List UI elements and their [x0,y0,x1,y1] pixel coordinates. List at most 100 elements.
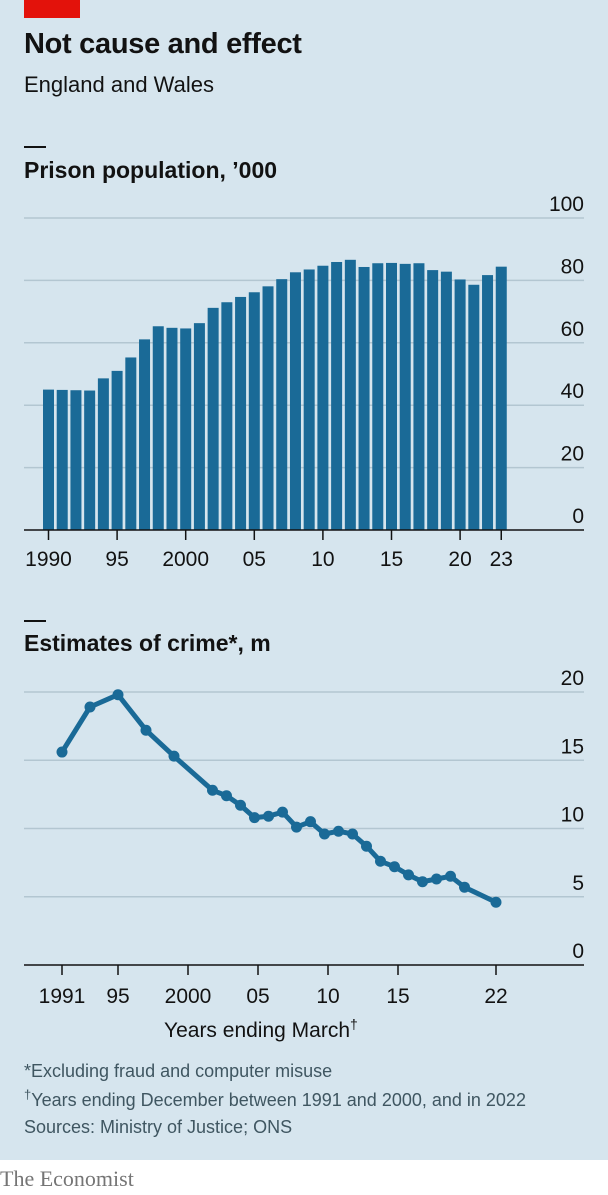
point-2011.75 [347,828,358,840]
bar-1993 [84,390,96,530]
x-tick-label: 95 [106,985,129,1008]
x-tick-label: 10 [311,548,334,571]
bar-1992 [70,390,82,530]
point-1991 [56,746,68,758]
bar-2023 [495,266,507,530]
bar-1996 [125,357,137,530]
point-2022 [490,896,502,908]
bar-2012 [344,259,356,530]
sources-note: Sources: Ministry of Justice; ONS [24,1117,293,1137]
bar-2022 [482,275,494,530]
point-2018.75 [445,870,456,882]
point-2015.75 [403,869,414,881]
y-tick-label: 15 [561,735,584,758]
point-2014.75 [389,861,400,873]
point-2003.75 [235,799,246,811]
bar-1995 [111,370,123,530]
brand-wordmark: The Economist [0,1166,134,1191]
prison-chart-title: Prison population, ’000 [24,157,278,183]
x-tick-label: 23 [490,548,513,571]
bar-2011 [331,261,343,530]
y-tick-label: 10 [561,804,584,827]
bar-2018 [427,270,439,530]
bar-2014 [372,263,384,530]
chart-subtitle: England and Wales [24,72,214,97]
crime-chart-title: Estimates of crime*, m [24,630,271,656]
footnote-years-ending: †Years ending December between 1991 and … [24,1087,526,1111]
bar-2015 [386,262,397,530]
bar-1994 [97,378,109,530]
point-2010.75 [333,825,344,837]
point-2006.75 [277,806,288,818]
point-1997 [140,724,152,736]
bar-2019 [440,271,452,530]
x-tick-label: 2000 [165,985,212,1008]
x-axis-label-text: Years ending March [164,1019,351,1042]
bar-2008 [289,272,301,530]
x-tick-label: 1990 [25,548,72,571]
x-tick-label: 95 [105,548,128,571]
bar-2016 [399,263,411,530]
point-2012.75 [361,840,372,852]
prison-bar-chart: 0 20 40 60 80 100 1990 95 2000 05 10 15 20 23 [24,193,584,571]
point-2016.75 [417,876,428,888]
point-2008.75 [305,816,316,828]
bar-1997 [139,339,151,530]
y-tick-label: 40 [561,380,584,403]
crime-series-line [59,692,499,905]
chart-panel: Not cause and effect England and Wales P… [0,0,608,1160]
point-2009.75 [319,828,330,840]
y-tick-label: 0 [572,940,584,963]
bar-1991 [56,389,68,530]
bar-2005 [248,292,260,530]
point-2007.75 [291,821,302,833]
point-2013.75 [375,855,386,867]
x-tick-label: 15 [380,548,403,571]
bar-2017 [413,263,425,530]
point-2017.75 [431,873,442,885]
x-tick-label: 05 [246,985,269,1008]
x-tick-label: 20 [448,548,471,571]
bar-2003 [221,302,233,530]
point-2004.75 [249,812,260,824]
point-2005.75 [263,810,274,822]
x-axis-label-mark: † [350,1016,358,1032]
bar-2007 [276,279,288,530]
x-tick-label: 15 [386,985,409,1008]
crime-section-rule [24,620,46,622]
bar-2021 [468,284,480,530]
point-1999 [168,750,180,762]
bar-2009 [303,269,315,530]
bar-2013 [358,266,370,530]
x-tick-label: 22 [484,985,507,1008]
bar-2006 [262,286,274,530]
x-tick-label: 2000 [162,548,209,571]
footnote-years-text: Years ending December between 1991 and 2… [31,1090,526,1110]
chart-title: Not cause and effect [24,28,302,60]
footnote-dagger: † [24,1087,32,1102]
y-tick-label: 20 [561,443,584,466]
y-tick-label: 20 [561,667,584,690]
y-tick-label: 80 [561,255,584,278]
y-tick-label: 60 [561,318,584,341]
brand-red-tab [24,0,80,18]
point-2002.75 [221,790,232,802]
y-tick-label: 5 [572,872,584,895]
x-tick-label: 1991 [39,985,86,1008]
y-tick-label: 0 [572,505,584,528]
point-1995 [112,689,124,701]
point-2001.75 [207,784,218,796]
bar-2010 [317,265,329,530]
crime-x-axis-label: Years ending March† [164,1016,358,1043]
point-1993 [84,701,96,713]
bar-1998 [152,326,164,530]
footnote-excluding: *Excluding fraud and computer misuse [24,1061,333,1081]
bar-2004 [235,296,247,530]
x-tick-label: 05 [243,548,266,571]
bar-1999 [166,327,178,530]
bar-1990 [43,389,54,530]
bar-2001 [193,323,205,530]
point-2019.75 [459,881,470,893]
x-tick-label: 10 [316,985,339,1008]
